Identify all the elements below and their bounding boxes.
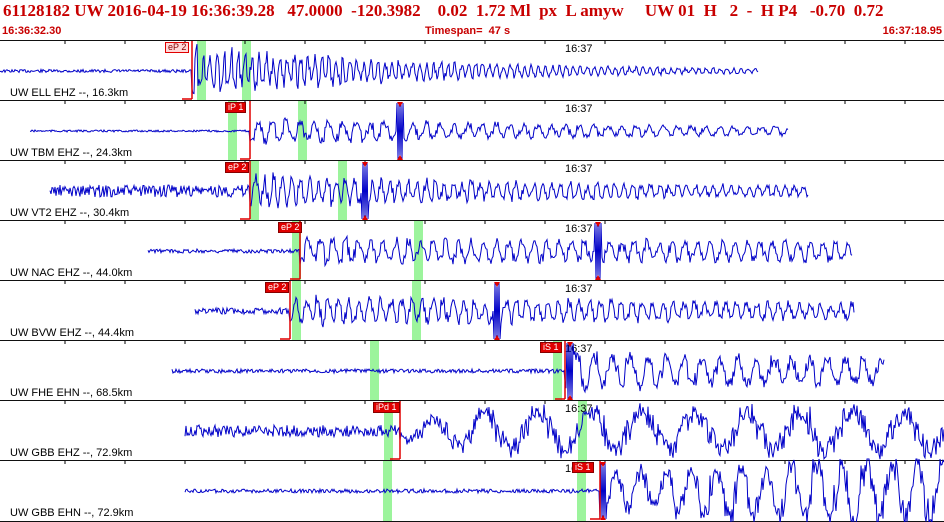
amplitude-marker-bottom [600,515,606,520]
waveform-path [171,342,885,400]
station-label: UW TBM EHZ --, 24.3km [10,147,133,159]
waveform [29,101,906,160]
start-time: 16:36:32.30 [2,25,62,37]
time-mark-label: 16:37 [565,223,593,235]
header-bar: 61128182 UW 2016-04-19 16:36:39.28 47.00… [0,0,944,38]
phase-pick-label[interactable]: iP 1 [225,102,247,113]
waveform [0,41,906,100]
amplitude-marker-bottom [494,335,500,340]
waveform-path [49,162,809,220]
station-label: UW BVW EHZ --, 44.4km [10,327,135,339]
waveform-path [0,44,759,95]
phase-pick-label[interactable]: iS 1 [572,462,594,473]
pick-window-highlight [577,461,586,521]
trace-panel[interactable]: 16:37 eP 2 UW BVW EHZ --, 44.4km [0,280,944,341]
time-mark-label: 16:37 [565,43,593,55]
trace-panel[interactable]: 16:37 eP 2 UW NAC EHZ --, 44.0km [0,220,944,281]
station-label: UW GBB EHZ --, 72.9km [10,447,133,459]
amplitude-marker-top [362,162,368,167]
station-label: UW NAC EHZ --, 44.0km [10,267,133,279]
waveform [64,281,906,340]
station-label: UW VT2 EHZ --, 30.4km [10,207,130,219]
amplitude-marker-bottom [567,395,573,400]
amplitude-marker-top [494,282,500,287]
waveform-path [184,403,944,461]
amplitude-marker-top [595,222,601,227]
event-summary: 61128182 UW 2016-04-19 16:36:39.28 47.00… [3,1,884,20]
phase-pick-label[interactable]: iPd 1 [373,402,400,413]
waveform [64,458,944,522]
waveform-path [29,102,789,160]
trace-panel[interactable]: 16:37 eP 2 UW ELL EHZ --, 16.3km [0,40,944,101]
amplitude-marker-top [600,462,606,467]
waveform [64,221,906,280]
amplitude-marker-bottom [397,155,403,160]
pick-window-highlight [412,281,421,341]
station-label: UW GBB EHN --, 72.9km [10,507,134,519]
pick-window-highlight [197,41,206,101]
station-label: UW ELL EHZ --, 16.3km [10,87,129,99]
pick-window-highlight [383,461,392,521]
trace-panel[interactable]: 16:37 eP 2 UW VT2 EHZ --, 30.4km [0,160,944,221]
amplitude-marker-bottom [595,275,601,280]
amplitude-marker-top [567,342,573,347]
pick-window-highlight [250,161,259,221]
trace-panel[interactable]: 16:37 iS 1 UW FHE EHN --, 68.5km [0,340,944,401]
pick-window-highlight [292,281,301,341]
waveform-path [147,222,853,280]
end-time: 16:37:18.95 [882,25,942,37]
phase-pick-label[interactable]: eP 2 [265,282,290,293]
waveform [49,161,906,220]
phase-pick-label[interactable]: eP 2 [225,162,250,173]
time-mark-label: 16:37 [565,163,593,175]
waveform [64,341,906,400]
station-label: UW FHE EHN --, 68.5km [10,387,133,399]
waveform [64,401,944,461]
trace-panel[interactable]: 16:37 iP 1 UW TBM EHZ --, 24.3km [0,100,944,161]
phase-pick-label[interactable]: eP 2 [278,222,303,233]
pick-window-highlight [578,401,587,461]
waveform-path [194,282,855,340]
time-mark-label: 16:37 [565,103,593,115]
phase-pick-label[interactable]: iS 1 [540,342,562,353]
time-mark-label: 16:37 [565,283,593,295]
waveform-path [184,458,944,522]
phase-pick-label[interactable]: eP 2 [165,42,190,53]
time-mark-label: 16:37 [565,343,593,355]
trace-panel[interactable]: 16:37 iPd 1 UW GBB EHZ --, 72.9km [0,400,944,461]
pick-window-highlight [298,101,307,161]
timespan-label: Timespan= 47 s [425,25,511,37]
amplitude-marker-bottom [362,215,368,220]
amplitude-marker-top [397,102,403,107]
